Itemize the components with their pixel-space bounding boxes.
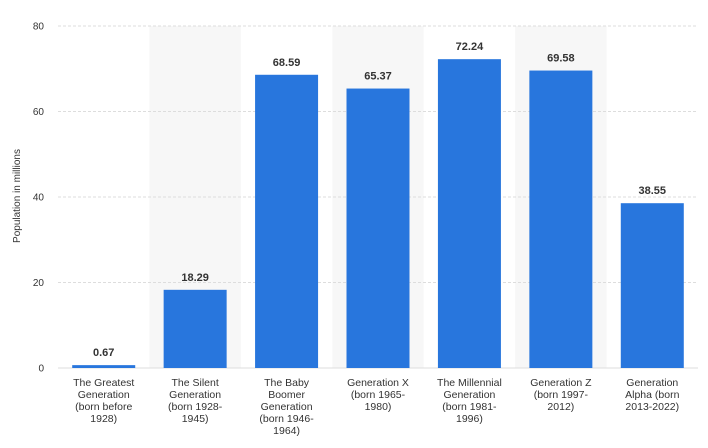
bar [620, 203, 684, 368]
x-category-label: The Greatest Generation (born before 1928) [73, 377, 134, 425]
bar [72, 365, 136, 368]
y-axis-title: Population in millions [12, 149, 23, 243]
bar [437, 59, 501, 368]
x-category-labels: The Greatest Generation (born before 1928) T… [73, 377, 680, 437]
x-category-label: Generation Z (born 1997-2012) [530, 377, 592, 413]
value-label: 72.24 [456, 41, 484, 53]
y-tick-label: 40 [33, 193, 45, 204]
x-category-label: The Silent Generation (born 1928-1945) [168, 377, 223, 425]
value-label: 69.58 [547, 53, 575, 65]
bar [255, 74, 319, 369]
value-labels: 0.67 18.29 68.59 65.37 72.24 69.58 38.55 [93, 41, 666, 359]
value-label: 0.67 [93, 347, 114, 359]
value-label: 38.55 [639, 185, 667, 197]
y-tick-labels: 0 20 40 60 80 [33, 22, 45, 375]
y-tick-label: 20 [33, 278, 45, 289]
x-category-label: Generation X (born 1965-1980) [347, 377, 409, 413]
x-category-label: The Millennial Generation (born 1981-1996) [437, 377, 502, 425]
value-label: 68.59 [273, 57, 301, 69]
y-tick-label: 0 [38, 364, 44, 375]
value-label: 65.37 [364, 71, 392, 83]
y-tick-label: 80 [33, 22, 45, 33]
bar [529, 70, 593, 368]
bar [163, 289, 227, 368]
y-tick-label: 60 [33, 107, 45, 118]
bars [72, 59, 684, 369]
value-label: 18.29 [181, 272, 209, 284]
x-category-label: Generation Alpha (born 2013-2022) [625, 377, 679, 413]
bar [346, 88, 410, 369]
x-category-label: The Baby Boomer Generation (born 1946-1964) [259, 377, 314, 437]
